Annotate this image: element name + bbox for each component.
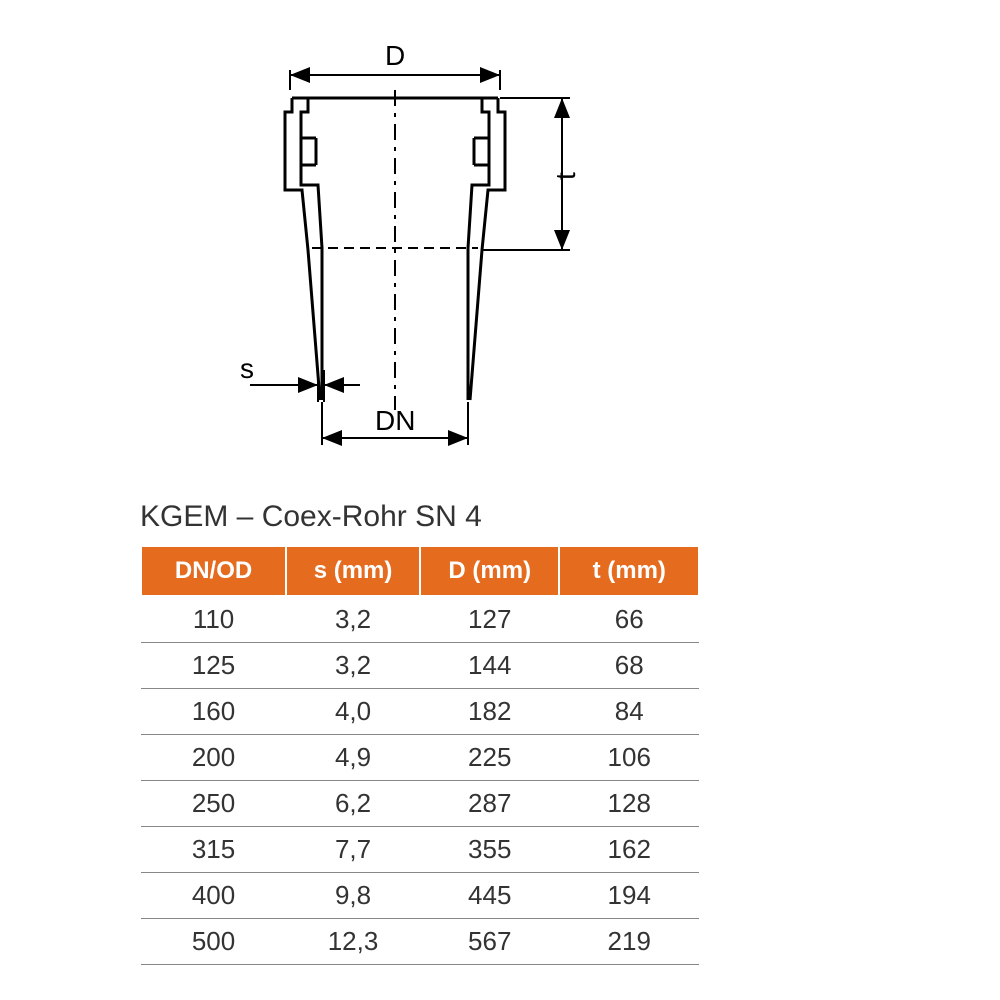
table-cell: 162 [559,827,699,873]
pipe-svg: D t s DN [190,30,690,470]
table-cell: 9,8 [286,873,420,919]
table-cell: 12,3 [286,919,420,965]
table-cell: 128 [559,781,699,827]
table-row: 3157,7355162 [141,827,699,873]
table-cell: 127 [420,596,560,643]
table-cell: 7,7 [286,827,420,873]
dim-label-s: s [240,353,254,384]
table-row: 50012,3567219 [141,919,699,965]
table-cell: 66 [559,596,699,643]
table-title: KGEM – Coex-Rohr SN 4 [140,500,482,534]
table-row: 2506,2287128 [141,781,699,827]
table-cell: 315 [141,827,286,873]
table-cell: 500 [141,919,286,965]
table-cell: 225 [420,735,560,781]
table-row: 1253,214468 [141,643,699,689]
table-cell: 182 [420,689,560,735]
table-cell: 567 [420,919,560,965]
table-cell: 400 [141,873,286,919]
dim-label-t: t [550,172,581,180]
table-cell: 287 [420,781,560,827]
table-cell: 355 [420,827,560,873]
table-cell: 144 [420,643,560,689]
table-cell: 4,9 [286,735,420,781]
column-header: s (mm) [286,546,420,596]
table-cell: 125 [141,643,286,689]
column-header: DN/OD [141,546,286,596]
table-row: 2004,9225106 [141,735,699,781]
table-cell: 68 [559,643,699,689]
dim-label-DN: DN [375,405,415,436]
spec-table: DN/ODs (mm)D (mm)t (mm) 1103,2127661253,… [140,545,700,965]
pipe-diagram: D t s DN [190,30,690,470]
table-cell: 250 [141,781,286,827]
table-row: 4009,8445194 [141,873,699,919]
table-cell: 3,2 [286,596,420,643]
table-cell: 160 [141,689,286,735]
table-cell: 200 [141,735,286,781]
table-cell: 106 [559,735,699,781]
table-row: 1103,212766 [141,596,699,643]
table-cell: 3,2 [286,643,420,689]
table-row: 1604,018284 [141,689,699,735]
column-header: t (mm) [559,546,699,596]
table-cell: 194 [559,873,699,919]
table-cell: 84 [559,689,699,735]
table-cell: 219 [559,919,699,965]
table-cell: 445 [420,873,560,919]
table-cell: 4,0 [286,689,420,735]
table-cell: 6,2 [286,781,420,827]
table-cell: 110 [141,596,286,643]
column-header: D (mm) [420,546,560,596]
dim-label-D: D [385,40,405,71]
